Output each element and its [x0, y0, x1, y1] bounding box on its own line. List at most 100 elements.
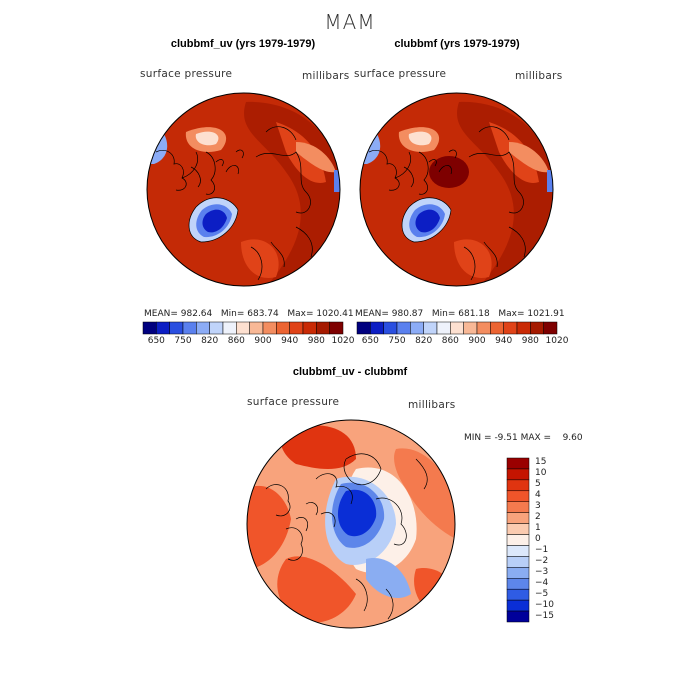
diff-units-label: millibars: [408, 399, 456, 411]
panel2-field-light1: [509, 142, 549, 173]
panel1-greenland-core: [202, 209, 227, 233]
diff-field-red-south: [277, 556, 356, 623]
panel2-field-orange-south: [454, 239, 492, 278]
diff-colorbar-tick-label: 3: [535, 501, 541, 512]
diff-variable-label: surface pressure: [247, 396, 340, 408]
panel2-colorbar-tick-label: 1020: [545, 336, 569, 346]
diff-colorbar-swatch: [506, 512, 530, 524]
diff-colorbar: [506, 457, 530, 623]
panel1-colorbar-ticks: 650 750 820 860 900 940 980 1020: [143, 336, 355, 348]
panel2-colorbar-swatch: [383, 321, 398, 335]
diff-title: clubbmf_uv - clubbmf: [292, 366, 408, 378]
diff-colorbar-swatch: [506, 556, 530, 568]
diff-colorbar-swatch: [506, 523, 530, 535]
panel2-coastline-eurasia: [463, 126, 526, 281]
panel2-title: clubbmf (yrs 1979-1979): [394, 38, 520, 50]
diff-max-value: 9.60: [562, 433, 583, 443]
panel2-max-label: Max=: [498, 309, 525, 319]
panel2-max-value: 1021.91: [527, 309, 565, 319]
diff-colorbar-tick-label: 1: [535, 523, 541, 534]
panel2-colorbar-tick-label: 820: [415, 336, 433, 346]
panel2-coastline-islands: [428, 149, 457, 175]
panel2-colorbar-swatch: [490, 321, 504, 335]
diff-colorbar-ticks: 15 10 5 4 3 2 1 0 −1 −2 −3 −4 −5 −10 −15: [535, 457, 575, 622]
diff-colorbar-tick-label: −1: [535, 544, 549, 555]
panel2-stats: MEAN= 980.87 Min= 681.18 Max= 1021.91: [355, 309, 565, 319]
panel1-min-label: Min=: [220, 309, 245, 319]
panel2-colorbar-tick-label: 900: [468, 336, 486, 346]
diff-colorbar-tick-label: −3: [535, 566, 549, 577]
panel1-stats: MEAN= 982.64 Min= 683.74 Max= 1020.41: [144, 309, 354, 319]
panel1-colorbar-swatch: [329, 321, 344, 335]
panel2-colorbar-swatch: [516, 321, 531, 335]
panel1-colorbar-swatch: [262, 321, 277, 335]
diff-colorbar-swatch: [506, 534, 530, 546]
panel1-colorbar-swatch: [289, 321, 304, 335]
panel2-colorbar: [356, 321, 558, 335]
panel2-coastline-greenland: [401, 197, 452, 243]
panel1-colorbar: [142, 321, 344, 335]
diff-colorbar-swatch: [506, 567, 530, 579]
diff-map: [246, 419, 456, 629]
diff-colorbar-tick-label: −15: [535, 610, 554, 621]
panel1-title: clubbmf_uv (yrs 1979-1979): [170, 38, 316, 50]
panel2-colorbar-tick-label: 980: [521, 336, 539, 346]
panel1-colorbar-swatch: [249, 321, 264, 335]
diff-field-red-west: [247, 485, 291, 569]
diff-coastline-greenland: [343, 453, 382, 486]
panel1-mean-label: MEAN=: [144, 309, 178, 319]
diff-field-blue-core: [337, 489, 377, 537]
diff-max-label: MAX =: [520, 433, 552, 443]
panel1-field-light1: [296, 142, 336, 173]
panel1-colorbar-swatch: [209, 321, 224, 335]
panel2-colorbar-swatch: [503, 321, 518, 335]
panel1-colorbar-tick-label: 650: [147, 336, 165, 346]
panel2-colorbar-tick-label: 940: [495, 336, 513, 346]
diff-colorbar-tick-label: −4: [535, 577, 549, 588]
panel2-variable-label: surface pressure: [354, 68, 447, 80]
diff-field-red-north: [280, 425, 356, 469]
diff-field-blue-south: [366, 558, 411, 599]
diff-colorbar-tick-label: 0: [535, 534, 541, 544]
diff-colorbar-swatch: [506, 588, 530, 601]
diff-colorbar-swatch: [506, 490, 530, 502]
panel2-colorbar-swatch: [543, 321, 558, 335]
panel2-field-arctic-high: [429, 156, 469, 188]
panel1-coastline-islands: [215, 149, 244, 175]
diff-colorbar-tick-label: −10: [535, 599, 554, 610]
diff-colorbar-tick-label: −5: [535, 588, 549, 599]
diff-colorbar-swatch: [506, 578, 530, 590]
panel2-colorbar-tick-label: 750: [388, 336, 406, 346]
panel2-colorbar-tick-label: 860: [441, 336, 459, 346]
panel1-max-label: Max=: [287, 309, 314, 319]
panel2-map: [359, 92, 554, 287]
diff-minmax: MIN = -9.51 MAX = 9.60: [464, 433, 583, 443]
panel2-colorbar-swatch: [423, 321, 438, 335]
diff-colorbar-tick-label: 2: [535, 512, 541, 523]
panel2-colorbar-swatch: [410, 321, 424, 335]
panel1-colorbar-swatch: [276, 321, 290, 335]
panel2-colorbar-swatch: [476, 321, 491, 335]
panel2-colorbar-swatch: [370, 321, 384, 335]
panel1-coastline-greenland: [188, 197, 239, 243]
diff-min-label: MIN =: [464, 433, 492, 443]
panel2-min-value: 681.18: [458, 309, 490, 319]
panel1-colorbar-tick-label: 750: [174, 336, 192, 346]
panel1-field-pale: [195, 131, 219, 146]
diff-colorbar-swatch: [506, 468, 530, 481]
panel1-map: [146, 92, 341, 287]
diff-colorbar-swatch: [506, 501, 530, 513]
diff-colorbar-swatch: [506, 610, 530, 623]
panel1-colorbar-tick-label: 980: [307, 336, 325, 346]
panel2-greenland-core: [415, 209, 440, 233]
diff-colorbar-tick-label: 10: [535, 468, 547, 479]
panel1-colorbar-swatch: [236, 321, 250, 335]
panel1-colorbar-swatch: [182, 321, 197, 335]
panel1-colorbar-swatch: [196, 321, 210, 335]
panel1-colorbar-tick-label: 1020: [331, 336, 355, 346]
panel1-coastline-eurasia: [250, 126, 313, 281]
panel2-coastline-canada: [368, 150, 429, 195]
panel1-coastline-canada: [155, 150, 216, 195]
diff-coastline-eurasia: [355, 458, 428, 620]
diff-colorbar-swatch: [506, 479, 530, 492]
